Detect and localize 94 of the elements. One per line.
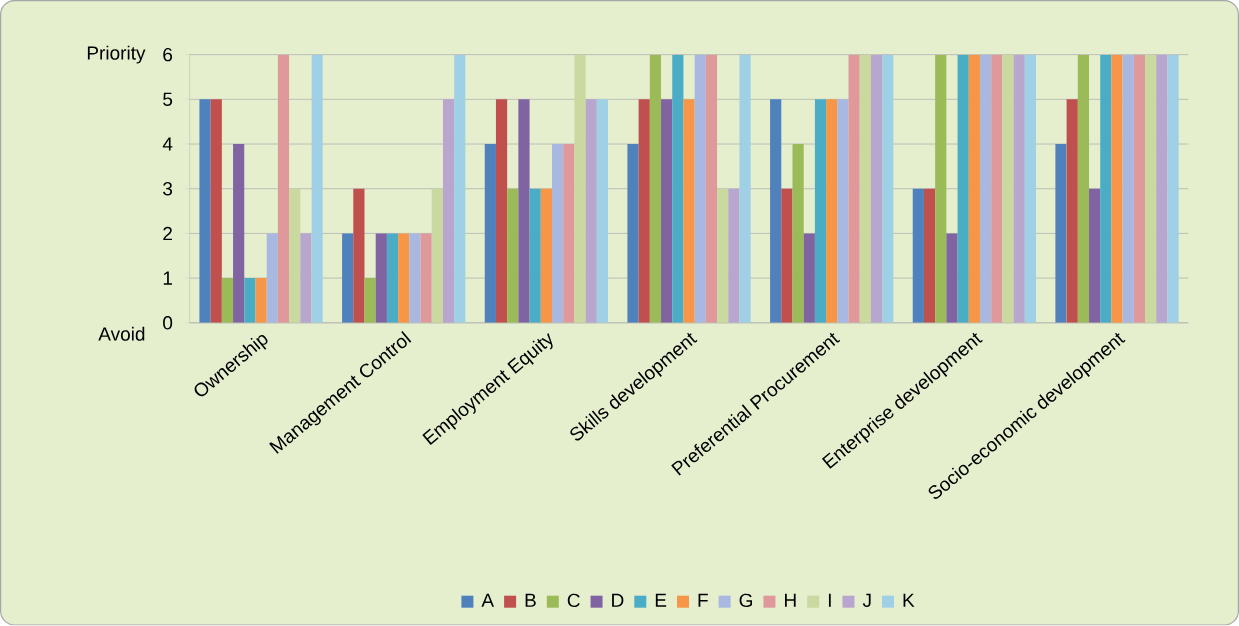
bar <box>1066 99 1078 323</box>
y-tick-label: 4 <box>162 137 173 151</box>
bar <box>705 54 718 323</box>
bar <box>255 278 267 323</box>
bar <box>792 144 804 323</box>
bar <box>770 99 782 323</box>
y-tick-label: 6 <box>163 48 173 62</box>
bar <box>551 144 564 323</box>
bar <box>375 233 387 323</box>
bar <box>717 188 729 323</box>
bar <box>311 54 323 323</box>
legend-label: B <box>525 593 536 608</box>
bar <box>728 188 740 323</box>
bar <box>277 54 290 323</box>
bar <box>199 99 211 323</box>
bar <box>826 99 838 323</box>
bar <box>912 188 924 323</box>
bar <box>694 54 706 323</box>
bar <box>1024 54 1037 323</box>
legend-label: G <box>739 593 752 608</box>
bar <box>1133 54 1146 323</box>
bar <box>739 54 751 323</box>
bar <box>596 99 609 323</box>
legend-label: I <box>828 593 831 608</box>
bar <box>683 99 695 323</box>
bar <box>935 54 947 323</box>
bar <box>638 99 650 323</box>
bar <box>398 233 410 323</box>
bar <box>837 99 849 323</box>
bar <box>1077 54 1090 323</box>
bar <box>882 54 894 323</box>
bar <box>923 188 936 323</box>
y-tick-label: 5 <box>163 92 173 107</box>
bar <box>289 188 301 323</box>
bar <box>1002 54 1014 323</box>
bar <box>803 233 815 323</box>
text: Priority <box>87 45 146 64</box>
legend-label: H <box>785 593 796 608</box>
bar <box>563 144 575 323</box>
bar <box>300 233 312 323</box>
bar <box>574 54 586 323</box>
bar <box>1156 54 1168 323</box>
bar <box>814 99 827 323</box>
bar <box>1089 188 1101 323</box>
y-tick-label: 1 <box>163 271 172 285</box>
bar <box>957 54 969 323</box>
bar <box>859 54 871 323</box>
bar <box>442 99 455 323</box>
legend-label: K <box>903 593 915 608</box>
legend-label: C <box>567 593 580 608</box>
bar <box>342 233 354 323</box>
bar <box>353 188 365 323</box>
bar <box>1100 54 1112 323</box>
bar <box>1013 54 1025 323</box>
bar <box>979 54 992 323</box>
bar <box>1167 54 1179 323</box>
bar <box>661 99 673 323</box>
bar <box>672 54 684 323</box>
bar <box>991 54 1003 323</box>
bar <box>484 144 496 323</box>
bar <box>870 54 883 323</box>
bar <box>540 188 552 323</box>
legend-label: D <box>612 593 624 608</box>
legend-label: F <box>698 593 708 608</box>
bar <box>529 188 541 323</box>
y-tick-label: 2 <box>163 226 172 241</box>
bar <box>1111 54 1123 323</box>
bar <box>431 188 443 323</box>
bar <box>386 233 399 323</box>
bar <box>585 99 597 323</box>
bar <box>649 54 662 323</box>
bar <box>454 54 466 323</box>
bar <box>627 144 639 323</box>
bar <box>848 54 860 323</box>
bar <box>968 54 980 323</box>
bar <box>409 233 421 323</box>
bar <box>518 99 530 323</box>
bar <box>495 99 508 323</box>
legend-label: J <box>862 593 871 608</box>
bar <box>946 233 958 323</box>
legend-label: A <box>481 593 495 608</box>
bar <box>1145 54 1157 323</box>
bar <box>420 233 432 323</box>
bar <box>364 278 376 323</box>
bar <box>266 233 278 323</box>
bar <box>210 99 222 323</box>
y-tick-label: 3 <box>163 182 173 196</box>
bar <box>221 278 234 323</box>
bar <box>781 188 793 323</box>
bar <box>507 188 519 323</box>
legend-label: E <box>655 593 667 608</box>
text: Avoid <box>98 327 145 341</box>
bar <box>1055 144 1067 323</box>
y-tick-label: 0 <box>163 316 173 330</box>
